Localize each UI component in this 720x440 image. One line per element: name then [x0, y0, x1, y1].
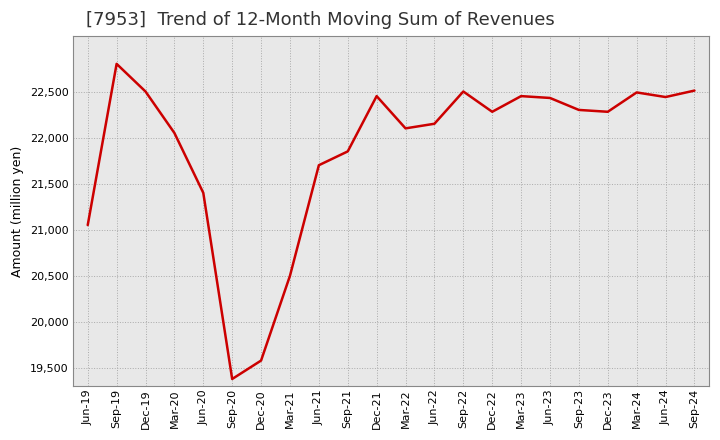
- Y-axis label: Amount (million yen): Amount (million yen): [11, 146, 24, 277]
- Text: [7953]  Trend of 12-Month Moving Sum of Revenues: [7953] Trend of 12-Month Moving Sum of R…: [86, 11, 554, 29]
